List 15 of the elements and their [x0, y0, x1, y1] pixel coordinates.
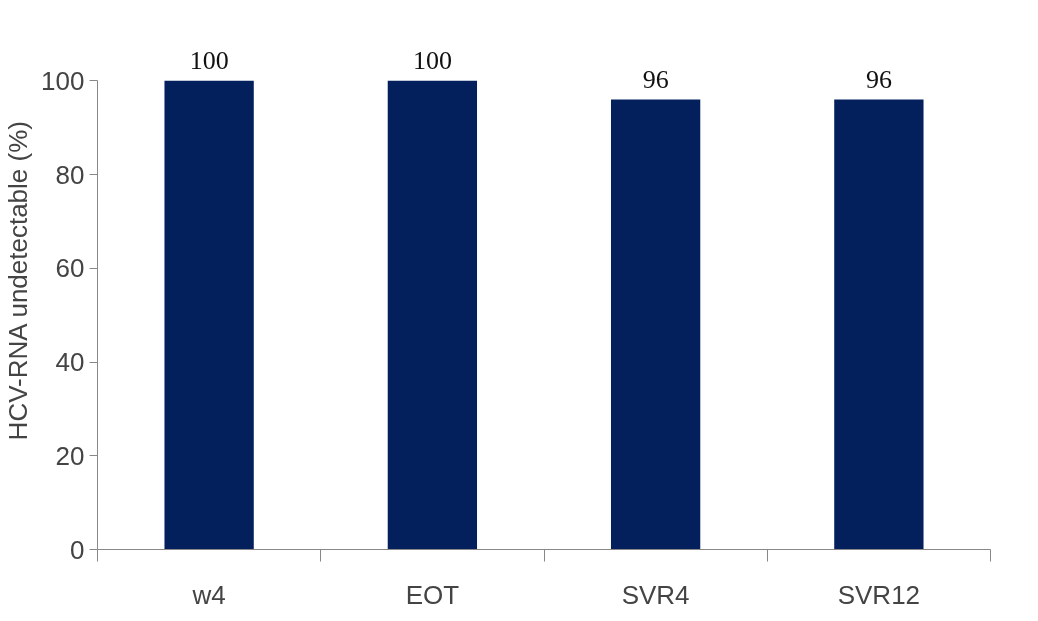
- x-tick-label: SVR4: [621, 579, 690, 610]
- x-tick-label: EOT: [405, 579, 460, 610]
- data-label: 96: [642, 64, 669, 94]
- data-label: 100: [189, 45, 229, 75]
- y-tick-label: 20: [55, 440, 85, 471]
- x-tick-label: SVR12: [837, 579, 921, 610]
- data-label: 96: [865, 64, 892, 94]
- y-tick-label: 60: [55, 253, 85, 284]
- x-tick-label: w4: [191, 579, 226, 610]
- y-axis-title: HCV-RNA undetectable (%): [3, 121, 34, 441]
- y-tick-label: 0: [70, 534, 85, 565]
- y-tick-label: 100: [41, 65, 85, 96]
- data-label: 100: [412, 45, 452, 75]
- y-tick-label: 40: [55, 347, 85, 378]
- y-tick-label: 80: [55, 159, 85, 190]
